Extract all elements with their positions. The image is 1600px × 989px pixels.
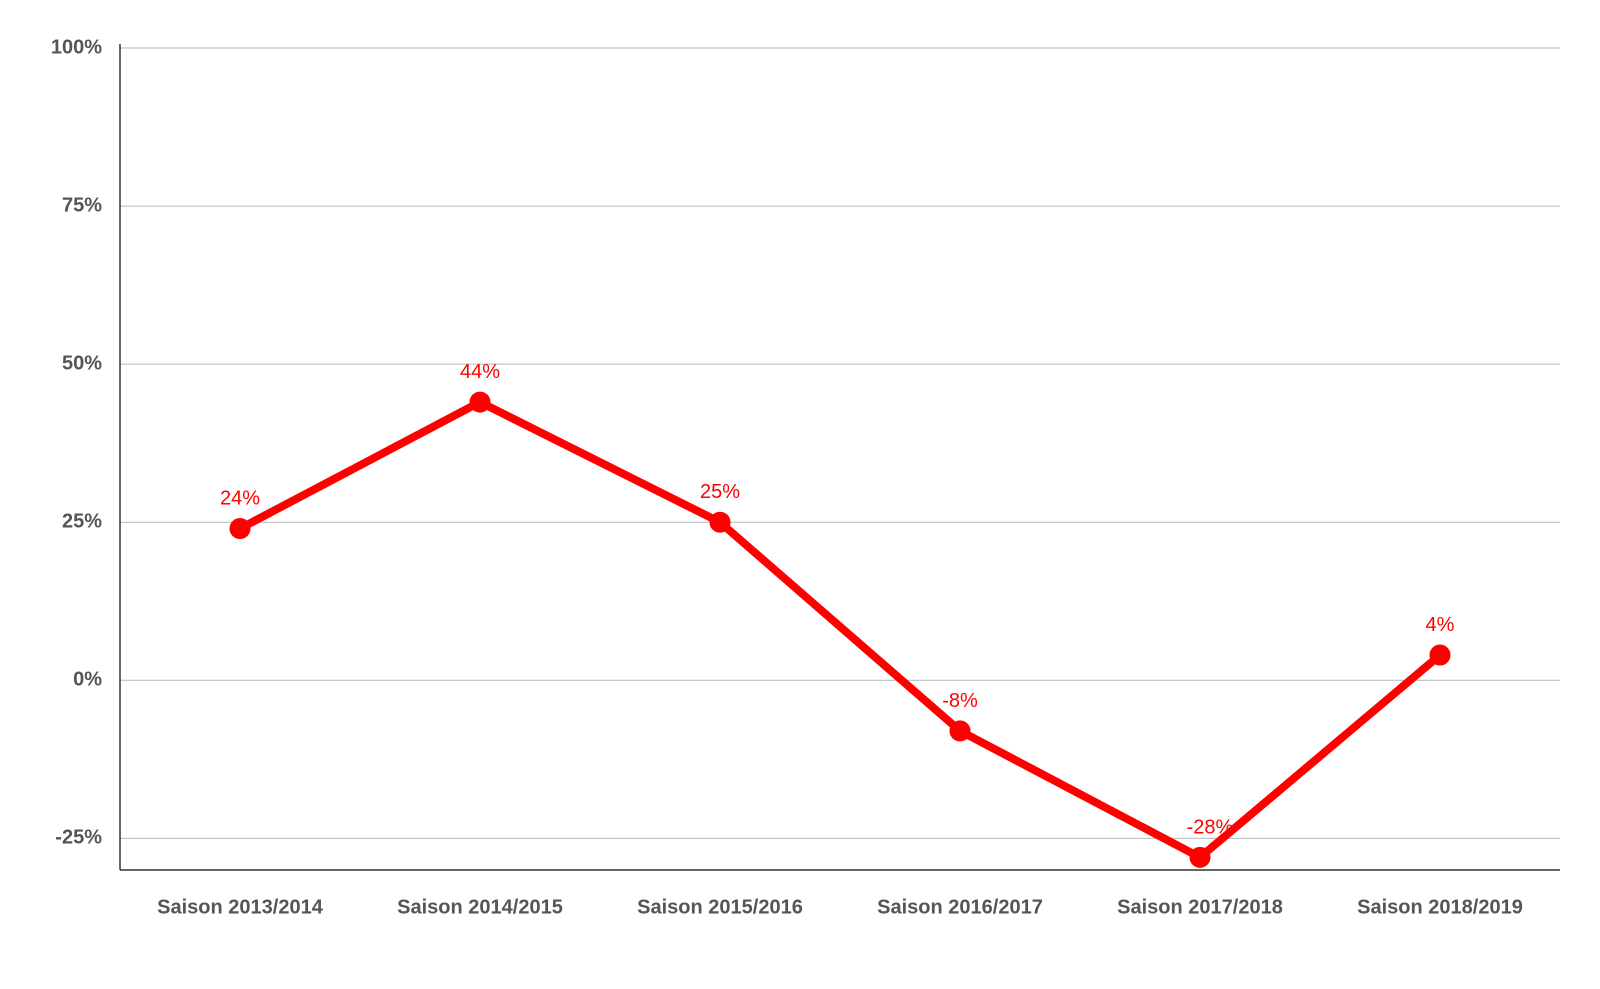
x-tick-label: Saison 2017/2018 xyxy=(1117,897,1283,919)
data-label: 24% xyxy=(220,488,260,510)
data-label: -28% xyxy=(1187,816,1234,838)
data-marker xyxy=(1430,645,1450,665)
x-tick-label: Saison 2014/2015 xyxy=(397,897,563,919)
y-tick-label: 0% xyxy=(73,669,102,691)
series-line xyxy=(240,402,1440,857)
y-tick-label: 50% xyxy=(62,352,102,374)
data-marker xyxy=(230,519,250,539)
x-tick-label: Saison 2013/2014 xyxy=(157,897,324,919)
data-marker xyxy=(710,512,730,532)
x-tick-label: Saison 2015/2016 xyxy=(637,897,803,919)
data-marker xyxy=(1190,847,1210,867)
data-label: 44% xyxy=(460,361,500,383)
y-tick-label: -25% xyxy=(55,827,102,849)
y-tick-label: 100% xyxy=(51,36,102,58)
data-label: -8% xyxy=(942,690,978,712)
data-marker xyxy=(470,392,490,412)
data-label: 4% xyxy=(1426,614,1455,636)
y-tick-label: 25% xyxy=(62,511,102,533)
x-tick-label: Saison 2016/2017 xyxy=(877,897,1043,919)
chart-svg: -25% 0% 25% 50% 75% 100% Saison 2013/2014 Saiso… xyxy=(0,0,1600,989)
line-chart: -25% 0% 25% 50% 75% 100% Saison 2013/2014 Saiso… xyxy=(0,0,1600,989)
data-marker xyxy=(950,721,970,741)
x-tick-label: Saison 2018/2019 xyxy=(1357,897,1523,919)
y-tick-label: 75% xyxy=(62,194,102,216)
data-label: 25% xyxy=(700,481,740,503)
